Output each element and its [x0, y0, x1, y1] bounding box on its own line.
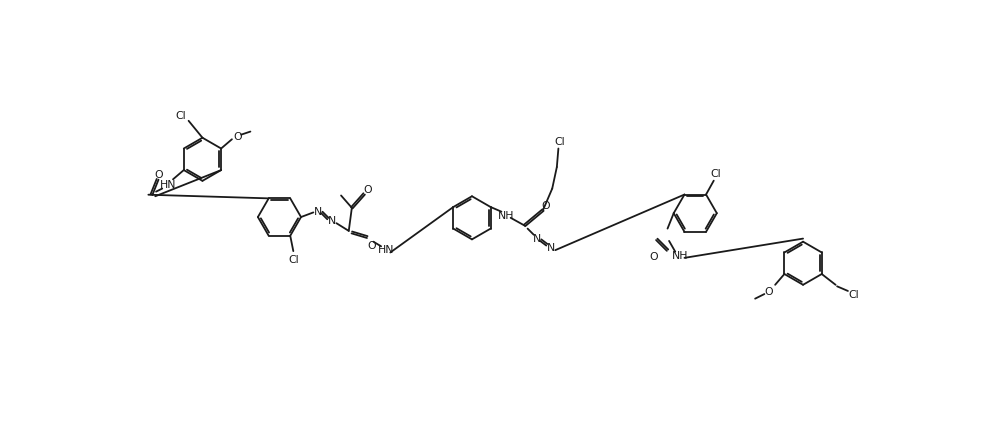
Text: Cl: Cl — [710, 169, 720, 178]
Text: O: O — [234, 132, 242, 142]
Text: NH: NH — [672, 250, 688, 260]
Text: O: O — [542, 201, 550, 211]
Text: O: O — [649, 252, 658, 262]
Text: HN: HN — [160, 179, 177, 190]
Text: Cl: Cl — [849, 289, 859, 299]
Text: O: O — [765, 286, 773, 296]
Text: HN: HN — [378, 245, 394, 255]
Text: N: N — [314, 206, 322, 216]
Text: N: N — [546, 243, 555, 252]
Text: O: O — [154, 169, 163, 179]
Text: Cl: Cl — [555, 136, 565, 147]
Text: O: O — [368, 240, 376, 250]
Text: N: N — [532, 233, 541, 243]
Text: NH: NH — [498, 210, 515, 220]
Text: Cl: Cl — [288, 254, 298, 264]
Text: N: N — [328, 215, 336, 226]
Text: Cl: Cl — [175, 111, 186, 120]
Text: O: O — [363, 185, 372, 195]
